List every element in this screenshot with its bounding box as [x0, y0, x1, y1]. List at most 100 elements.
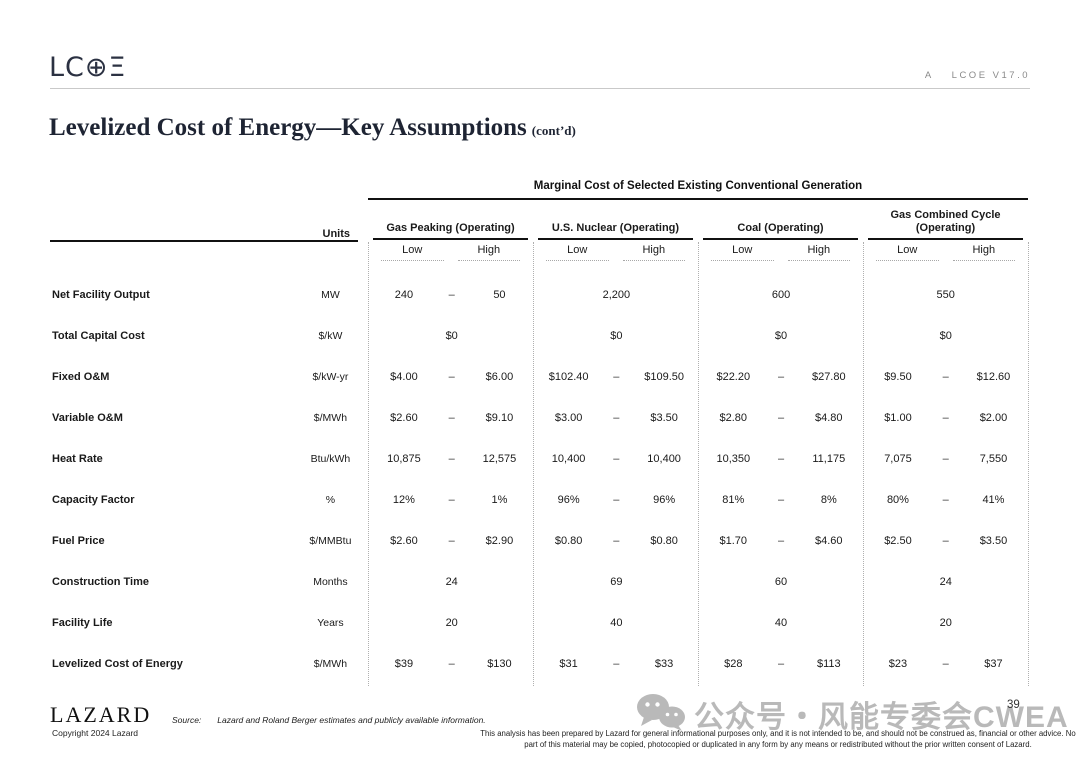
- single-value: $0: [445, 329, 458, 342]
- row-units: Btu/kWh: [310, 452, 351, 465]
- range-dash: –: [613, 370, 620, 383]
- watermark: 公众号・风能专委会CWEA: [636, 692, 1069, 736]
- column-divider: [698, 242, 699, 686]
- single-value: 40: [610, 616, 623, 629]
- lazard-logo: LAZARD: [50, 702, 152, 727]
- single-value: 20: [445, 616, 458, 629]
- low-high-header: Low: [546, 244, 609, 261]
- column-group-headers: Gas Peaking (Operating) U.S. Nuclear (Ope…: [368, 202, 1028, 240]
- low-value: $2.80: [719, 411, 748, 424]
- low-value: $1.00: [884, 411, 912, 424]
- low-value: 12%: [392, 493, 415, 506]
- value-cell: $1.70 – $4.60: [699, 535, 864, 547]
- single-value: $0: [774, 329, 788, 342]
- single-value: $0: [610, 329, 623, 342]
- table-row: Fixed O&M $/kW-yr $4.00 – $6.00 $102.40 – $109.…: [50, 356, 1028, 397]
- row-units: %: [325, 493, 336, 506]
- low-value: 96%: [557, 493, 580, 506]
- row-label: Capacity Factor: [52, 493, 135, 506]
- range-dash: –: [777, 493, 785, 506]
- row-values: 12% – 1% 96% – 96% 81% – 8% 80% – 41%: [369, 494, 1028, 506]
- value-cell: $4.00 – $6.00: [369, 371, 534, 383]
- range-dash: –: [777, 370, 785, 383]
- row-values: $4.00– $6.00 $102.40– $109.50 $22.20– $27.80 $…: [369, 371, 1028, 383]
- table-banner-rule: [368, 198, 1028, 200]
- high-value: 1%: [491, 493, 508, 506]
- row-units: $/MWh: [313, 411, 348, 424]
- high-value: $3.50: [650, 411, 678, 424]
- high-value: $27.80: [811, 370, 846, 383]
- low-value: 240: [394, 288, 414, 301]
- value-cell: $2.60 – $2.90: [369, 535, 534, 547]
- row-units: MW: [321, 288, 340, 301]
- low-value: $2.50: [884, 534, 912, 547]
- source-label: Source:: [172, 715, 202, 725]
- low-value: 7,075: [884, 452, 912, 465]
- row-values: $39 – $130 $31 – $33 $28 – $113 $23 – $37: [369, 658, 1028, 670]
- assumptions-table: Marginal Cost of Selected Existing Conve…: [50, 178, 1030, 698]
- low-value: $31: [559, 657, 578, 670]
- row-values: $2.60– $2.90 $0.80– $0.80 $1.70– $4.60 $2.50– $…: [369, 535, 1028, 547]
- row-values: $2.60– $9.10 $3.00– $3.50 $2.80– $4.80 $1.00– $…: [369, 412, 1028, 424]
- low-value: 80%: [886, 493, 909, 506]
- range-dash: –: [448, 657, 455, 670]
- row-label: Variable O&M: [52, 411, 123, 424]
- single-value: 40: [774, 616, 788, 629]
- value-cell: $3.00 – $3.50: [534, 412, 699, 424]
- table-row: Facility Life Years 20 40 40 20: [50, 602, 1028, 643]
- low-high-group: Low High: [533, 244, 698, 261]
- column-divider: [368, 242, 369, 686]
- low-value: $28: [724, 657, 743, 670]
- table-row: Construction Time Months 24 69 60 24: [50, 561, 1028, 602]
- single-value: $0: [939, 329, 952, 342]
- value-cell: $31 – $33: [534, 658, 699, 670]
- range-dash: –: [448, 370, 455, 383]
- range-dash: –: [942, 411, 949, 424]
- value-cell: $39 – $130: [369, 658, 534, 670]
- row-values: $0 $0 $0 $0: [369, 330, 1028, 342]
- row-label: Fuel Price: [52, 534, 105, 547]
- high-value: $113: [816, 657, 841, 670]
- value-cell: 60: [699, 576, 864, 588]
- range-dash: –: [777, 534, 785, 547]
- value-cell: 40: [534, 617, 699, 629]
- value-cell: $2.80 – $4.80: [699, 412, 864, 424]
- column-group-label: Gas Peaking (Operating): [386, 222, 515, 234]
- value-cell: $0: [863, 330, 1028, 342]
- row-label: Total Capital Cost: [52, 329, 145, 342]
- row-units: Months: [313, 575, 348, 588]
- high-value: $2.90: [485, 534, 514, 547]
- column-group-header: Coal (Operating): [703, 202, 858, 240]
- table-banner: Marginal Cost of Selected Existing Conve…: [533, 180, 863, 192]
- low-value: 10,400: [551, 452, 586, 465]
- column-group-header: U.S. Nuclear (Operating): [538, 202, 693, 240]
- low-value: $2.60: [390, 534, 418, 547]
- row-label: Levelized Cost of Energy: [52, 657, 183, 670]
- low-high-header: High: [952, 244, 1015, 261]
- single-value: 2,200: [602, 288, 631, 301]
- value-cell: $28 – $113: [699, 658, 864, 670]
- high-value: 41%: [982, 493, 1005, 506]
- value-cell: 40: [699, 617, 864, 629]
- row-units: Years: [317, 616, 344, 629]
- value-cell: $22.20 – $27.80: [699, 371, 864, 383]
- single-value: 24: [939, 575, 952, 588]
- table-row: Capacity Factor% 12% – 1% 96% – 96% 81% – 8% 80% – 4…: [50, 479, 1028, 520]
- table-row: Levelized Cost of Energy $/MWh $39 – $130 $31…: [50, 643, 1028, 684]
- value-cell: 12% – 1%: [369, 494, 534, 506]
- table-row: Total Capital Cost $/kW $0 $0 $0 $0: [50, 315, 1028, 356]
- row-label: Net Facility Output: [52, 288, 150, 301]
- low-high-header: Low: [381, 244, 444, 261]
- units-column-header: Units: [322, 228, 351, 240]
- high-value: $2.00: [979, 411, 1008, 424]
- row-values: 20 40 40 20: [369, 617, 1028, 629]
- value-cell: 10,350 – 11,175: [699, 453, 864, 465]
- range-dash: –: [942, 452, 949, 465]
- header-divider: [50, 88, 1030, 89]
- column-divider: [533, 242, 534, 686]
- watermark-text: 公众号・风能专委会CWEA: [694, 701, 1069, 734]
- value-cell: $9.50 – $12.60: [863, 371, 1028, 383]
- range-dash: –: [777, 657, 785, 670]
- low-value: $23: [888, 657, 908, 670]
- page-title-suffix: (cont’d): [531, 123, 576, 138]
